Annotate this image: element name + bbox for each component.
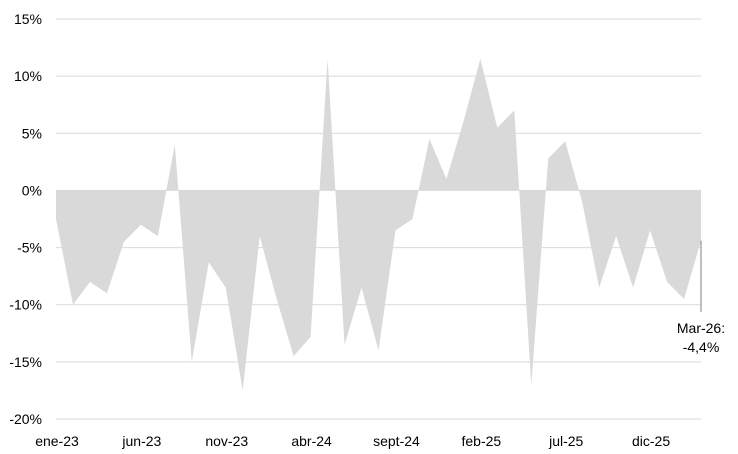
annotation-line1: Mar-26: <box>677 320 725 336</box>
series-area <box>56 59 701 391</box>
x-tick-label: jul-25 <box>548 433 583 449</box>
y-tick-label: -15% <box>9 354 42 370</box>
y-tick-label: -5% <box>17 240 42 256</box>
x-tick-label: jun-23 <box>121 433 161 449</box>
y-tick-label: -10% <box>9 297 42 313</box>
x-tick-label: nov-23 <box>205 433 248 449</box>
last-value-annotation: Mar-26: -4,4% <box>677 320 725 355</box>
y-axis: 15% 10% 5% 0% -5% -10% -15% -20% <box>9 11 42 427</box>
y-tick-label: 10% <box>14 68 42 84</box>
x-tick-label: dic-25 <box>632 433 670 449</box>
y-tick-label: 15% <box>14 11 42 27</box>
y-tick-label: 5% <box>22 125 42 141</box>
y-tick-label: 0% <box>22 182 42 198</box>
y-tick-label: -20% <box>9 411 42 427</box>
plot-area <box>56 59 702 391</box>
x-tick-label: abr-24 <box>291 433 332 449</box>
x-tick-label: sept-24 <box>373 433 420 449</box>
x-tick-label: feb-25 <box>461 433 501 449</box>
x-axis: ene-23 jun-23 nov-23 abr-24 sept-24 feb-25 jul… <box>35 433 670 449</box>
annotation-line2: -4,4% <box>683 339 720 355</box>
x-tick-label: ene-23 <box>35 433 79 449</box>
